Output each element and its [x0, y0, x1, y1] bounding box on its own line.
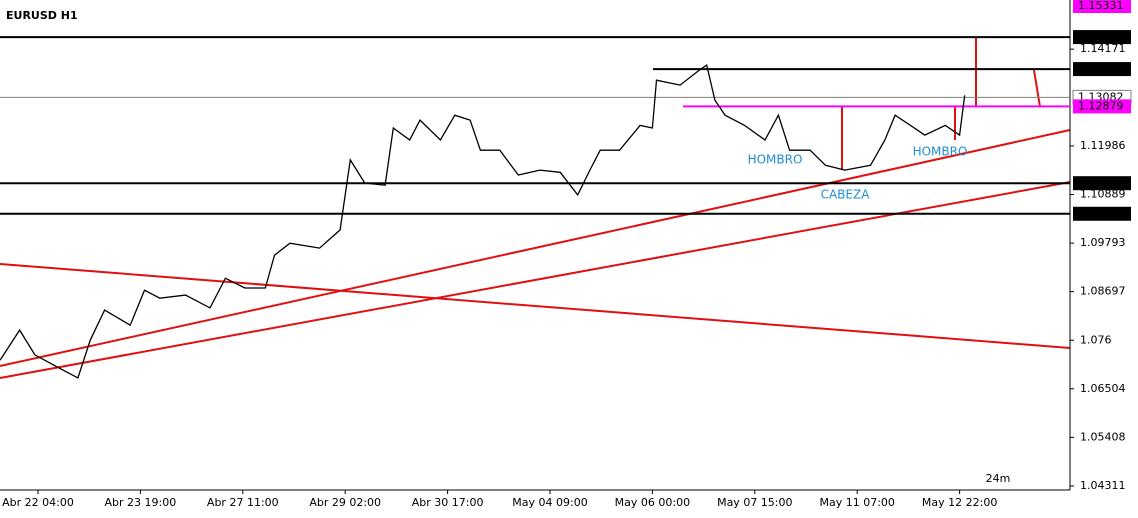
annotation: 24m — [986, 472, 1011, 485]
level-label-box — [1073, 62, 1131, 77]
level-label-box — [1073, 206, 1131, 221]
x-tick-label: Abr 27 11:00 — [207, 496, 279, 509]
y-tick-label: 1.04311 — [1080, 479, 1126, 492]
trendline — [0, 263, 1071, 349]
level-label-box — [1073, 30, 1131, 45]
chart-title: EURUSD H1 — [6, 9, 78, 22]
trendlines — [0, 37, 1071, 379]
x-tick-label: Abr 22 04:00 — [2, 496, 74, 509]
x-tick-label: May 11 07:00 — [819, 496, 894, 509]
annotation: HOMBRO — [913, 145, 968, 159]
trendline — [0, 129, 1071, 367]
y-tick-label: 1.09793 — [1080, 236, 1126, 249]
level-label-box — [1073, 99, 1131, 114]
x-tick-label: Abr 29 02:00 — [309, 496, 381, 509]
level-label-box — [1073, 176, 1131, 191]
level-label: 1.15331 — [1078, 0, 1124, 12]
y-tick-label: 1.14171 — [1080, 42, 1126, 55]
price-line — [0, 64, 966, 379]
x-tick-label: Abr 30 17:00 — [412, 496, 484, 509]
marker-line — [1033, 69, 1041, 108]
y-tick-label: 1.05408 — [1080, 430, 1126, 443]
level-label: 1.13721 — [1078, 62, 1124, 75]
annotation: CABEZA — [821, 188, 871, 202]
title-box — [2, 8, 72, 24]
level-label-box — [1073, 0, 1131, 13]
y-tick-label: 1.11986 — [1080, 139, 1126, 152]
y-tick-label: 1.10889 — [1080, 188, 1126, 201]
x-tick-label: May 04 09:00 — [512, 496, 587, 509]
y-tick-label: 1.076 — [1080, 333, 1112, 346]
x-tick-label: May 07 15:00 — [717, 496, 792, 509]
y-tick-label: 1.08697 — [1080, 285, 1126, 298]
level-label: 1.11145 — [1078, 176, 1124, 189]
level-label: 1.14443 — [1078, 30, 1124, 43]
annotation: HOMBRO — [748, 153, 803, 167]
x-tick-label: Abr 23 19:00 — [105, 496, 177, 509]
level-label: 1.12879 — [1078, 99, 1124, 112]
x-tick-label: May 12 22:00 — [922, 496, 997, 509]
level-label: 1.10455 — [1078, 207, 1124, 220]
y-tick-label: 1.06504 — [1080, 382, 1126, 395]
x-tick-label: May 06 00:00 — [615, 496, 690, 509]
